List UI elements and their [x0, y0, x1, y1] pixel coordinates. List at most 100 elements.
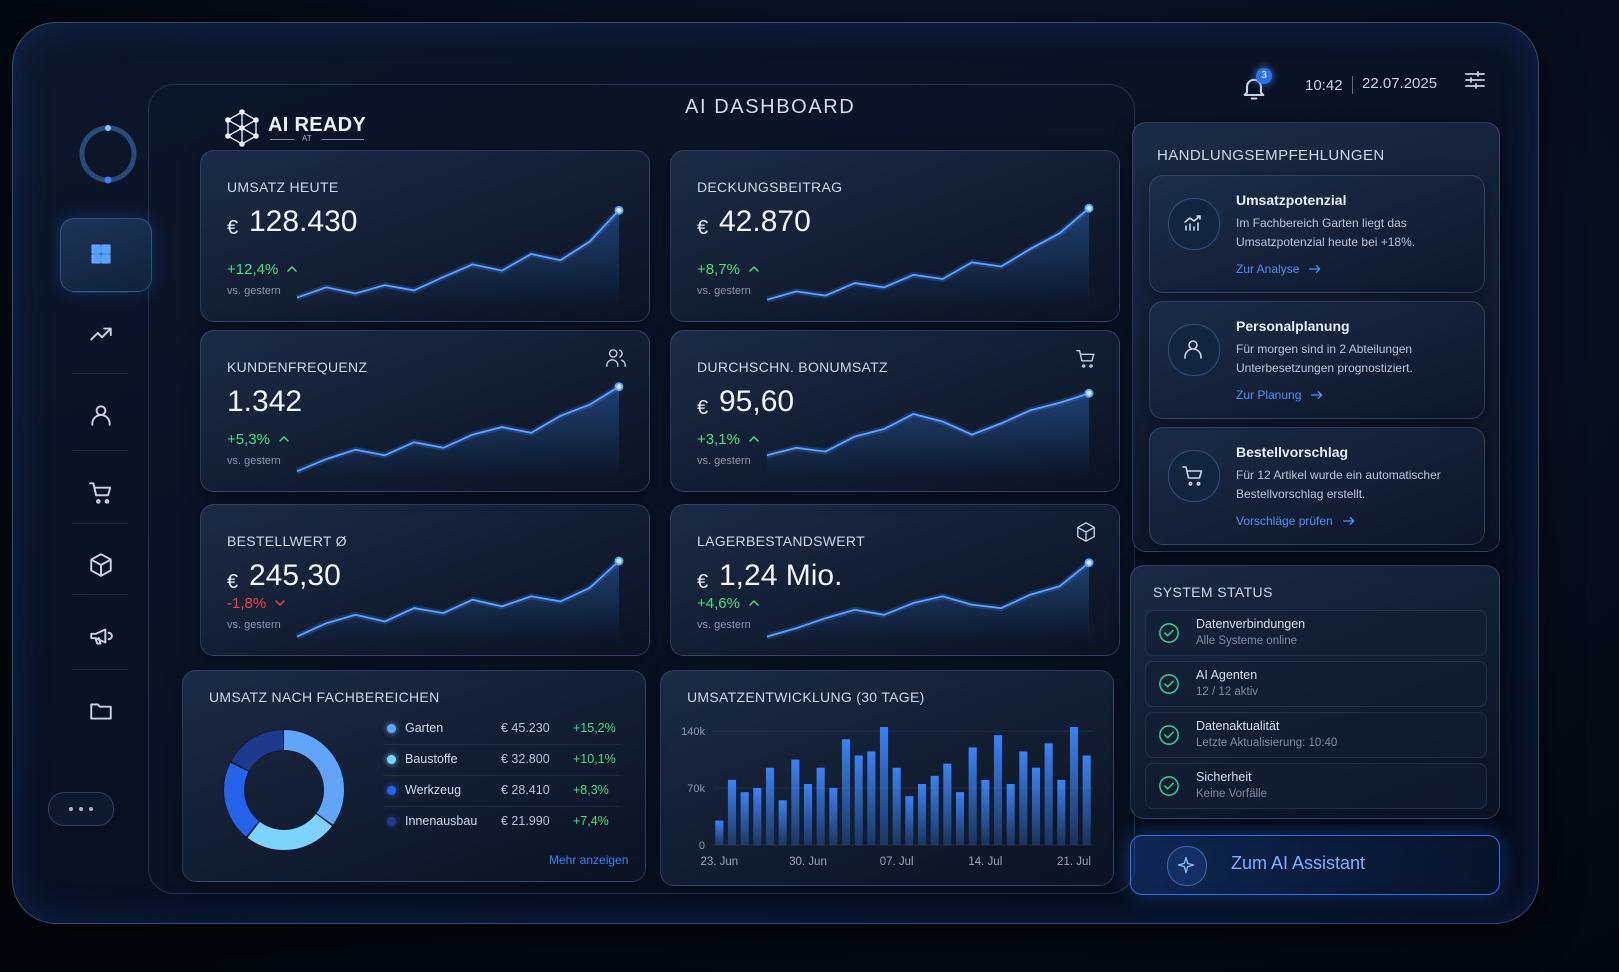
status-name: Datenverbindungen — [1196, 617, 1306, 631]
logo-node — [253, 117, 259, 123]
kpi-change-arrow-glyph — [749, 266, 759, 272]
logo-ring — [79, 125, 137, 183]
kpi-value: 128.430 — [249, 205, 358, 238]
kpi-title: DECKUNGSBEITRAG — [697, 179, 843, 195]
sparkline-area — [767, 562, 1089, 640]
more-dot — [79, 807, 83, 811]
sidebar-more-button[interactable] — [48, 792, 114, 826]
kpi-currency: € — [227, 217, 239, 239]
panel-title: UMSATZENTWICKLUNG (30 TAGE) — [687, 689, 925, 705]
legend-dot — [387, 786, 396, 795]
assistant-icon-glyph — [1177, 856, 1195, 874]
nav-icon[interactable] — [88, 623, 114, 649]
notification-count: 3 — [1261, 70, 1267, 81]
kpi-currency: € — [697, 397, 709, 419]
sidebar-divider — [72, 669, 128, 670]
kpi-note: vs. gestern — [227, 619, 281, 631]
logo-node — [239, 125, 245, 131]
kpi-note: vs. gestern — [227, 285, 281, 297]
link-arrow — [1309, 265, 1321, 273]
sidebar-divider — [72, 373, 128, 374]
bar-chart: 0 70k 140k 23. Jun 30. Jun 07. Jul 14. Jul 21. … — [681, 726, 1093, 868]
recommendation-icon — [1184, 215, 1201, 231]
settings-button[interactable] — [1463, 68, 1487, 92]
nav-icon[interactable] — [88, 698, 114, 724]
status-check-glyph — [1159, 776, 1179, 796]
nav-icon[interactable] — [88, 321, 114, 347]
legend-name: Werkzeug — [405, 783, 462, 797]
status-check-glyph — [1159, 725, 1179, 745]
recommendation-link[interactable]: Zur Planung — [1236, 388, 1302, 402]
bar — [892, 767, 901, 845]
bar — [778, 800, 787, 845]
bar — [981, 779, 990, 845]
kpi-change-arrow — [749, 266, 759, 272]
bar — [879, 727, 889, 845]
nav-icon-glyph — [89, 482, 112, 504]
logo-node — [225, 133, 231, 139]
status-detail: Keine Vorfälle — [1196, 788, 1267, 800]
kpi-change-arrow — [749, 436, 759, 442]
status-check — [1159, 725, 1179, 745]
kpi-title: BESTELLWERT Ø — [227, 533, 347, 549]
kpi-currency: € — [227, 571, 239, 593]
sparkline-area — [297, 210, 619, 306]
donut-segment — [224, 730, 344, 850]
bar — [993, 735, 1003, 845]
kpi-sparkline — [766, 558, 1094, 640]
nav-icon[interactable] — [88, 479, 114, 505]
nav-icon[interactable] — [88, 241, 114, 267]
kpi-change-arrow-glyph — [279, 436, 289, 442]
assistant-label: Zum AI Assistant — [1231, 853, 1366, 873]
sparkline-endpoint — [1084, 388, 1094, 398]
kpi-change-arrow-glyph — [749, 600, 759, 606]
kpi-change: +12,4% — [227, 261, 279, 278]
kpi-icon-glyph — [606, 349, 626, 367]
sparkline — [766, 561, 1090, 638]
x-tick-label: 21. Jul — [1057, 856, 1091, 868]
nav-icon[interactable] — [88, 552, 114, 578]
logo-rule — [270, 139, 294, 140]
legend-change: +7,4% — [573, 814, 609, 828]
status-check-glyph — [1159, 674, 1179, 694]
nav-icon[interactable] — [88, 402, 114, 428]
kpi-card: UMSATZ HEUTE €128.430 +12,4% vs. gestern — [200, 150, 650, 322]
settings-button-glyph — [1465, 71, 1485, 89]
y-tick-label: 70k — [687, 783, 705, 795]
bar — [1031, 767, 1041, 845]
recommendation-title: Umsatzpotenzial — [1236, 192, 1347, 208]
status-name: Sicherheit — [1196, 770, 1252, 784]
recommendation-text: Im Fachbereich Garten liegt das Umsatzpo… — [1236, 216, 1416, 249]
legend-name: Baustoffe — [405, 752, 458, 766]
status-detail: Alle Systeme online — [1196, 635, 1297, 647]
recommendation-card: Bestellvorschlag Für 12 Artikel wurde ein… — [1149, 427, 1485, 545]
sparkline-endpoint — [1084, 558, 1094, 568]
logo-node — [253, 133, 259, 139]
kpi-card: LAGERBESTANDSWERT €1,24 Mio. +4,6% vs. gest… — [670, 504, 1120, 656]
donut-segment — [224, 730, 344, 850]
more-dot — [69, 807, 73, 811]
revenue-by-area-panel: UMSATZ NACH FACHBEREICHEN Garten € 45.230 +… — [182, 670, 646, 882]
recommendation-title: Bestellvorschlag — [1236, 444, 1349, 460]
legend-value: € 32.800 — [501, 752, 550, 766]
recommendation-icon — [1182, 466, 1203, 486]
recommendation-link[interactable]: Zur Analyse — [1236, 262, 1300, 276]
ai-assistant-button[interactable]: Zum AI Assistant — [1130, 835, 1500, 895]
sidebar-divider — [72, 523, 128, 524]
recommendation-link[interactable]: Vorschläge prüfen — [1236, 514, 1333, 528]
sparkline-endpoint — [614, 205, 624, 215]
sparkline — [766, 207, 1090, 301]
bar — [854, 755, 863, 845]
logo-dot — [104, 176, 112, 184]
kpi-card: KUNDENFREQUENZ 1.342 +5,3% vs. gestern — [200, 330, 650, 492]
donut-chart — [223, 729, 345, 851]
kpi-icon — [1076, 349, 1095, 368]
legend-name: Innenausbau — [405, 814, 478, 828]
bar — [867, 751, 876, 845]
more-link[interactable]: Mehr anzeigen — [549, 853, 629, 867]
kpi-currency: € — [697, 217, 709, 239]
nav-icon-glyph — [90, 628, 113, 645]
bar — [791, 759, 800, 845]
nav-icon-glyph — [90, 703, 112, 720]
